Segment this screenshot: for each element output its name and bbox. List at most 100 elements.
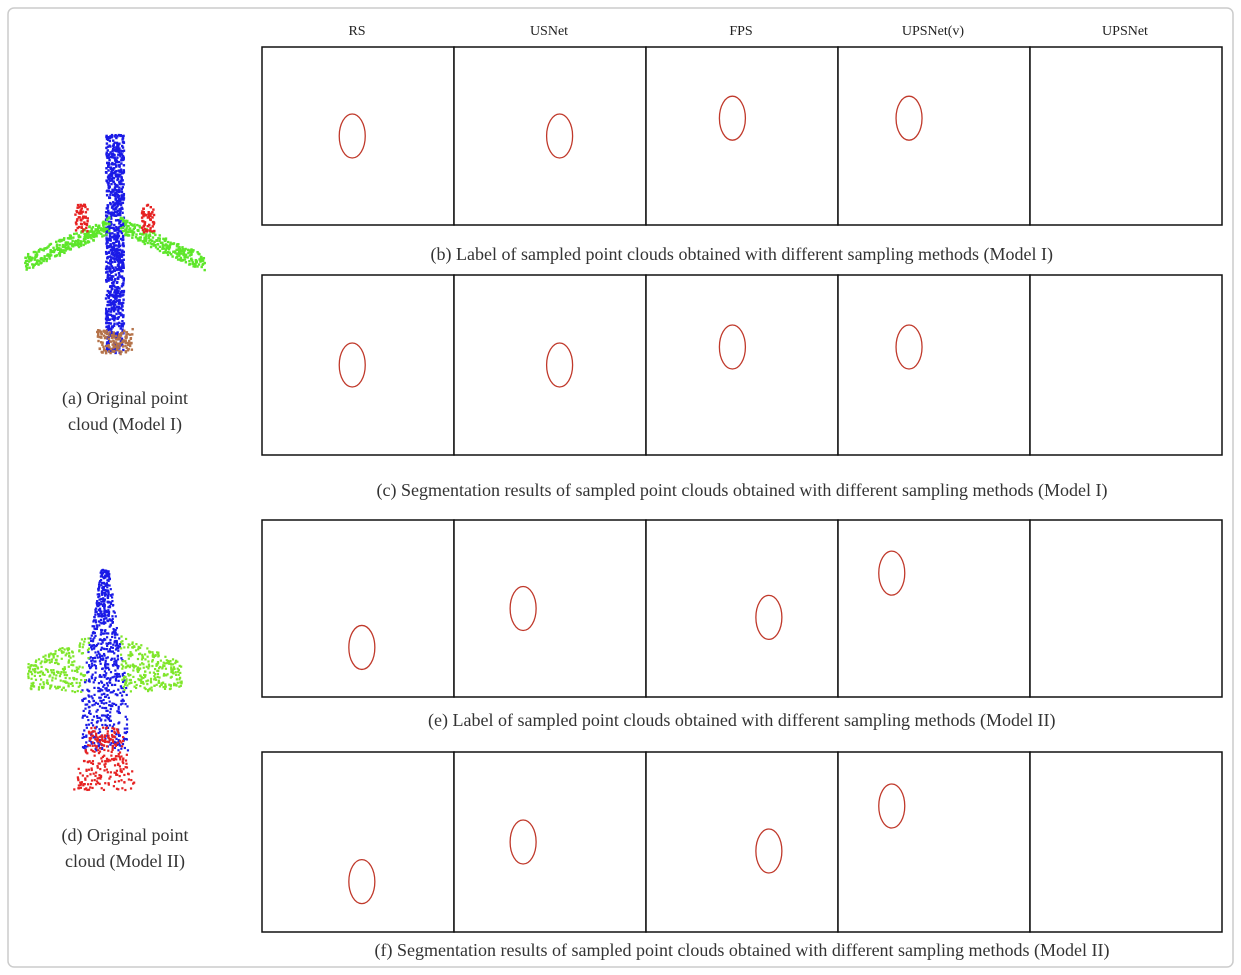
point bbox=[97, 740, 99, 742]
point bbox=[114, 764, 116, 766]
point bbox=[99, 747, 101, 749]
point bbox=[104, 766, 106, 768]
point bbox=[201, 258, 203, 260]
point bbox=[90, 640, 92, 642]
point bbox=[181, 246, 183, 248]
point bbox=[100, 341, 102, 343]
point bbox=[86, 727, 88, 729]
point bbox=[107, 596, 109, 598]
point bbox=[136, 684, 138, 686]
point bbox=[132, 646, 134, 648]
point bbox=[144, 243, 146, 245]
point bbox=[94, 727, 96, 729]
point bbox=[45, 668, 47, 670]
point bbox=[61, 689, 63, 691]
point bbox=[164, 244, 166, 246]
point bbox=[126, 347, 128, 349]
point bbox=[117, 213, 119, 215]
point bbox=[120, 207, 122, 209]
point bbox=[178, 255, 180, 257]
point bbox=[97, 767, 99, 769]
point bbox=[150, 680, 152, 682]
point bbox=[121, 694, 123, 696]
point bbox=[112, 628, 114, 630]
point bbox=[71, 240, 73, 242]
point bbox=[147, 216, 149, 218]
point bbox=[121, 770, 123, 772]
point bbox=[70, 242, 72, 244]
point bbox=[51, 658, 53, 660]
point bbox=[131, 348, 133, 350]
point bbox=[108, 313, 110, 315]
point bbox=[92, 620, 94, 622]
point bbox=[105, 593, 107, 595]
point bbox=[103, 655, 105, 657]
point bbox=[112, 741, 114, 743]
point bbox=[106, 245, 108, 247]
point bbox=[124, 676, 126, 678]
point bbox=[102, 346, 104, 348]
point bbox=[116, 348, 118, 350]
point bbox=[120, 198, 122, 200]
point bbox=[114, 684, 116, 686]
point bbox=[94, 730, 96, 732]
figure: (a) Original point cloud (Model I) (d) O… bbox=[0, 0, 1241, 975]
point bbox=[87, 690, 89, 692]
point bbox=[65, 241, 67, 243]
point bbox=[185, 261, 187, 263]
point bbox=[108, 304, 110, 306]
point bbox=[116, 788, 118, 790]
point bbox=[124, 684, 126, 686]
point bbox=[101, 737, 103, 739]
point bbox=[142, 683, 144, 685]
point bbox=[123, 197, 125, 199]
point bbox=[40, 666, 42, 668]
point bbox=[30, 665, 32, 667]
point bbox=[94, 775, 96, 777]
point bbox=[95, 224, 97, 226]
point bbox=[95, 783, 97, 785]
point bbox=[111, 214, 113, 216]
point bbox=[179, 677, 181, 679]
point bbox=[85, 724, 87, 726]
point bbox=[63, 237, 65, 239]
point bbox=[115, 226, 117, 228]
point bbox=[77, 204, 79, 206]
point bbox=[38, 686, 40, 688]
point bbox=[86, 789, 88, 791]
point bbox=[73, 233, 75, 235]
point bbox=[122, 643, 124, 645]
point bbox=[106, 716, 108, 718]
point bbox=[149, 229, 151, 231]
point bbox=[117, 196, 119, 198]
point bbox=[121, 135, 123, 137]
point bbox=[55, 687, 57, 689]
point bbox=[61, 658, 63, 660]
point bbox=[103, 674, 105, 676]
point bbox=[100, 584, 102, 586]
point bbox=[126, 723, 128, 725]
point bbox=[107, 714, 109, 716]
point bbox=[34, 259, 36, 261]
point bbox=[117, 650, 119, 652]
point bbox=[97, 651, 99, 653]
point bbox=[32, 266, 34, 268]
point bbox=[176, 249, 178, 251]
point bbox=[109, 270, 111, 272]
point bbox=[113, 690, 115, 692]
point bbox=[127, 654, 129, 656]
point bbox=[114, 142, 116, 144]
point bbox=[113, 269, 115, 271]
point bbox=[85, 216, 87, 218]
point bbox=[111, 179, 113, 181]
point bbox=[108, 159, 110, 161]
point bbox=[93, 681, 95, 683]
point bbox=[115, 137, 117, 139]
point bbox=[117, 722, 119, 724]
point bbox=[81, 226, 83, 228]
point bbox=[86, 220, 88, 222]
point bbox=[37, 672, 39, 674]
point bbox=[111, 168, 113, 170]
point bbox=[122, 183, 124, 185]
point bbox=[114, 747, 116, 749]
